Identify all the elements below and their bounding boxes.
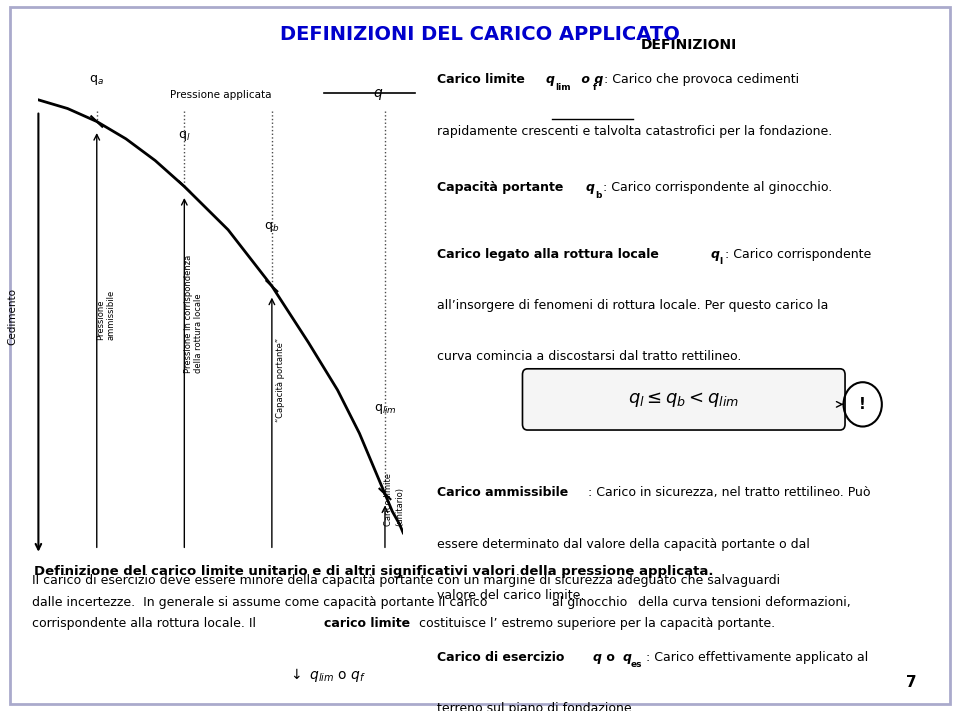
Text: Definizione del carico limite unitario e di altri significativi valori della pre: Definizione del carico limite unitario e… — [34, 565, 713, 578]
Text: DEFINIZIONI: DEFINIZIONI — [640, 38, 737, 53]
Text: “Capacità portante”: “Capacità portante” — [276, 338, 285, 422]
Text: Capacità portante: Capacità portante — [437, 181, 567, 194]
Text: : Carico corrispondente: : Carico corrispondente — [725, 248, 872, 261]
Text: : Carico in sicurezza, nel tratto rettilineo. Può: : Carico in sicurezza, nel tratto rettil… — [588, 486, 871, 499]
Text: q: q — [710, 248, 719, 261]
Text: curva comincia a discostarsi dal tratto rettilineo.: curva comincia a discostarsi dal tratto … — [437, 351, 741, 363]
Text: rapidamente crescenti e talvolta catastrofici per la fondazione.: rapidamente crescenti e talvolta catastr… — [437, 124, 832, 138]
Text: q: q — [373, 86, 382, 100]
Text: : Carico che provoca cedimenti: : Carico che provoca cedimenti — [600, 73, 799, 87]
Text: Pressione in corrispondenza
della rottura locale: Pressione in corrispondenza della rottur… — [183, 255, 204, 373]
Text: q$_b$: q$_b$ — [264, 220, 279, 234]
Text: Il carico di esercizio deve essere minore della capacità portante con un margine: Il carico di esercizio deve essere minor… — [32, 574, 780, 587]
Text: Carico ammissibile: Carico ammissibile — [437, 486, 568, 499]
Text: q$_l$: q$_l$ — [179, 129, 190, 143]
Text: : Carico corrispondente al ginocchio.: : Carico corrispondente al ginocchio. — [603, 181, 832, 194]
Text: Pressione applicata: Pressione applicata — [170, 90, 272, 100]
Text: o q: o q — [577, 73, 603, 87]
Text: o: o — [602, 651, 619, 663]
Text: f: f — [593, 82, 597, 92]
Text: DEFINIZIONI DEL CARICO APPLICATO: DEFINIZIONI DEL CARICO APPLICATO — [280, 25, 680, 44]
Text: essere determinato dal valore della capacità portante o dal: essere determinato dal valore della capa… — [437, 538, 809, 551]
Text: $q_l \leq q_b < q_{lim}$: $q_l \leq q_b < q_{lim}$ — [628, 390, 739, 410]
Text: Carico limite
(unitario): Carico limite (unitario) — [384, 474, 404, 526]
Text: q: q — [586, 181, 595, 194]
Text: Cedimento: Cedimento — [8, 288, 18, 345]
Text: q: q — [622, 651, 632, 663]
Text: 7: 7 — [906, 675, 917, 690]
Text: al ginocchio: al ginocchio — [552, 596, 627, 609]
Text: q: q — [593, 651, 602, 663]
Text: b: b — [595, 191, 601, 200]
Text: corrispondente alla rottura locale. Il: corrispondente alla rottura locale. Il — [32, 617, 259, 630]
Text: l: l — [719, 257, 722, 266]
Text: della curva tensioni deformazioni,: della curva tensioni deformazioni, — [634, 596, 851, 609]
Text: costituisce l’ estremo superiore per la capacità portante.: costituisce l’ estremo superiore per la … — [415, 617, 775, 630]
Text: all’insorgere di fenomeni di rottura locale. Per questo carico la: all’insorgere di fenomeni di rottura loc… — [437, 299, 828, 312]
FancyBboxPatch shape — [522, 369, 845, 430]
Text: Carico limite: Carico limite — [437, 73, 529, 87]
Text: es: es — [631, 660, 642, 669]
Text: carico limite: carico limite — [324, 617, 410, 630]
Text: dalle incertezze.  In generale si assume come capacità portante il carico: dalle incertezze. In generale si assume … — [32, 596, 492, 609]
Text: $\downarrow$ $q_{lim}$ o $q_f$: $\downarrow$ $q_{lim}$ o $q_f$ — [288, 666, 367, 684]
Text: q: q — [545, 73, 554, 87]
Text: !: ! — [859, 397, 866, 412]
Text: lim: lim — [555, 82, 571, 92]
Text: terreno sul piano di fondazione.: terreno sul piano di fondazione. — [437, 702, 636, 711]
Text: : Carico effettivamente applicato al: : Carico effettivamente applicato al — [646, 651, 868, 663]
Text: Pressione
ammissibile: Pressione ammissibile — [96, 290, 115, 341]
Text: Carico legato alla rottura locale: Carico legato alla rottura locale — [437, 248, 663, 261]
Text: q$_a$: q$_a$ — [89, 73, 105, 87]
Text: Carico di esercizio: Carico di esercizio — [437, 651, 568, 663]
Text: valore del carico limite.: valore del carico limite. — [437, 589, 585, 602]
Text: q$_{lim}$: q$_{lim}$ — [373, 402, 396, 416]
